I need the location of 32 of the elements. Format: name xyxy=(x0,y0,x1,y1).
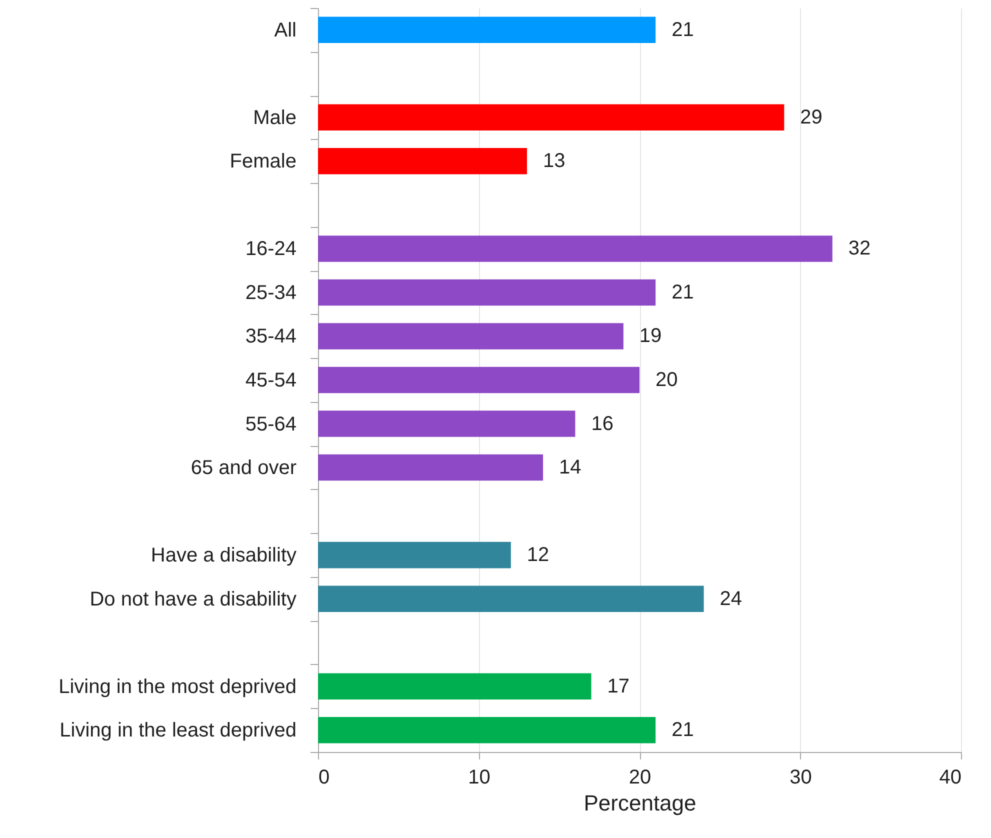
data-label: 32 xyxy=(848,238,871,260)
data-label: 14 xyxy=(559,456,582,479)
x-tick-label: 0 xyxy=(318,766,330,788)
data-label: 21 xyxy=(672,18,694,41)
data-label: 20 xyxy=(656,369,678,391)
x-tick-label: 20 xyxy=(628,766,652,788)
y-tick-label: All xyxy=(274,19,296,42)
y-tick-label: Male xyxy=(253,106,296,129)
x-tick-label: 10 xyxy=(468,766,490,788)
y-tick-label: 25-34 xyxy=(245,282,296,304)
data-label: 21 xyxy=(672,281,694,304)
data-label: 12 xyxy=(526,544,550,566)
y-tick-label: Living in the most deprived xyxy=(58,676,296,698)
y-tick-label: Do not have a disability xyxy=(90,588,296,610)
y-tick-label: 16-24 xyxy=(245,238,296,260)
y-tick-label: 35-44 xyxy=(245,326,296,348)
data-label: 24 xyxy=(720,588,742,610)
y-tick-label: Living in the least deprived xyxy=(60,720,296,742)
y-tick-label: Female xyxy=(230,150,296,173)
data-label: 29 xyxy=(800,106,822,128)
data-label: 17 xyxy=(607,675,630,698)
y-tick-label: Have a disability xyxy=(150,544,296,567)
data-label: 16 xyxy=(591,412,614,435)
data-label: 19 xyxy=(639,325,662,348)
data-label: 13 xyxy=(542,150,566,172)
y-tick-label: 65 and over xyxy=(190,457,297,480)
x-tick-label: 30 xyxy=(790,766,812,788)
y-tick-label: 55-64 xyxy=(245,413,296,436)
y-tick-label: 45-54 xyxy=(245,370,296,392)
x-axis-title: Percentage xyxy=(584,790,696,816)
data-label: 21 xyxy=(672,719,694,742)
x-tick-label: 40 xyxy=(939,766,962,788)
